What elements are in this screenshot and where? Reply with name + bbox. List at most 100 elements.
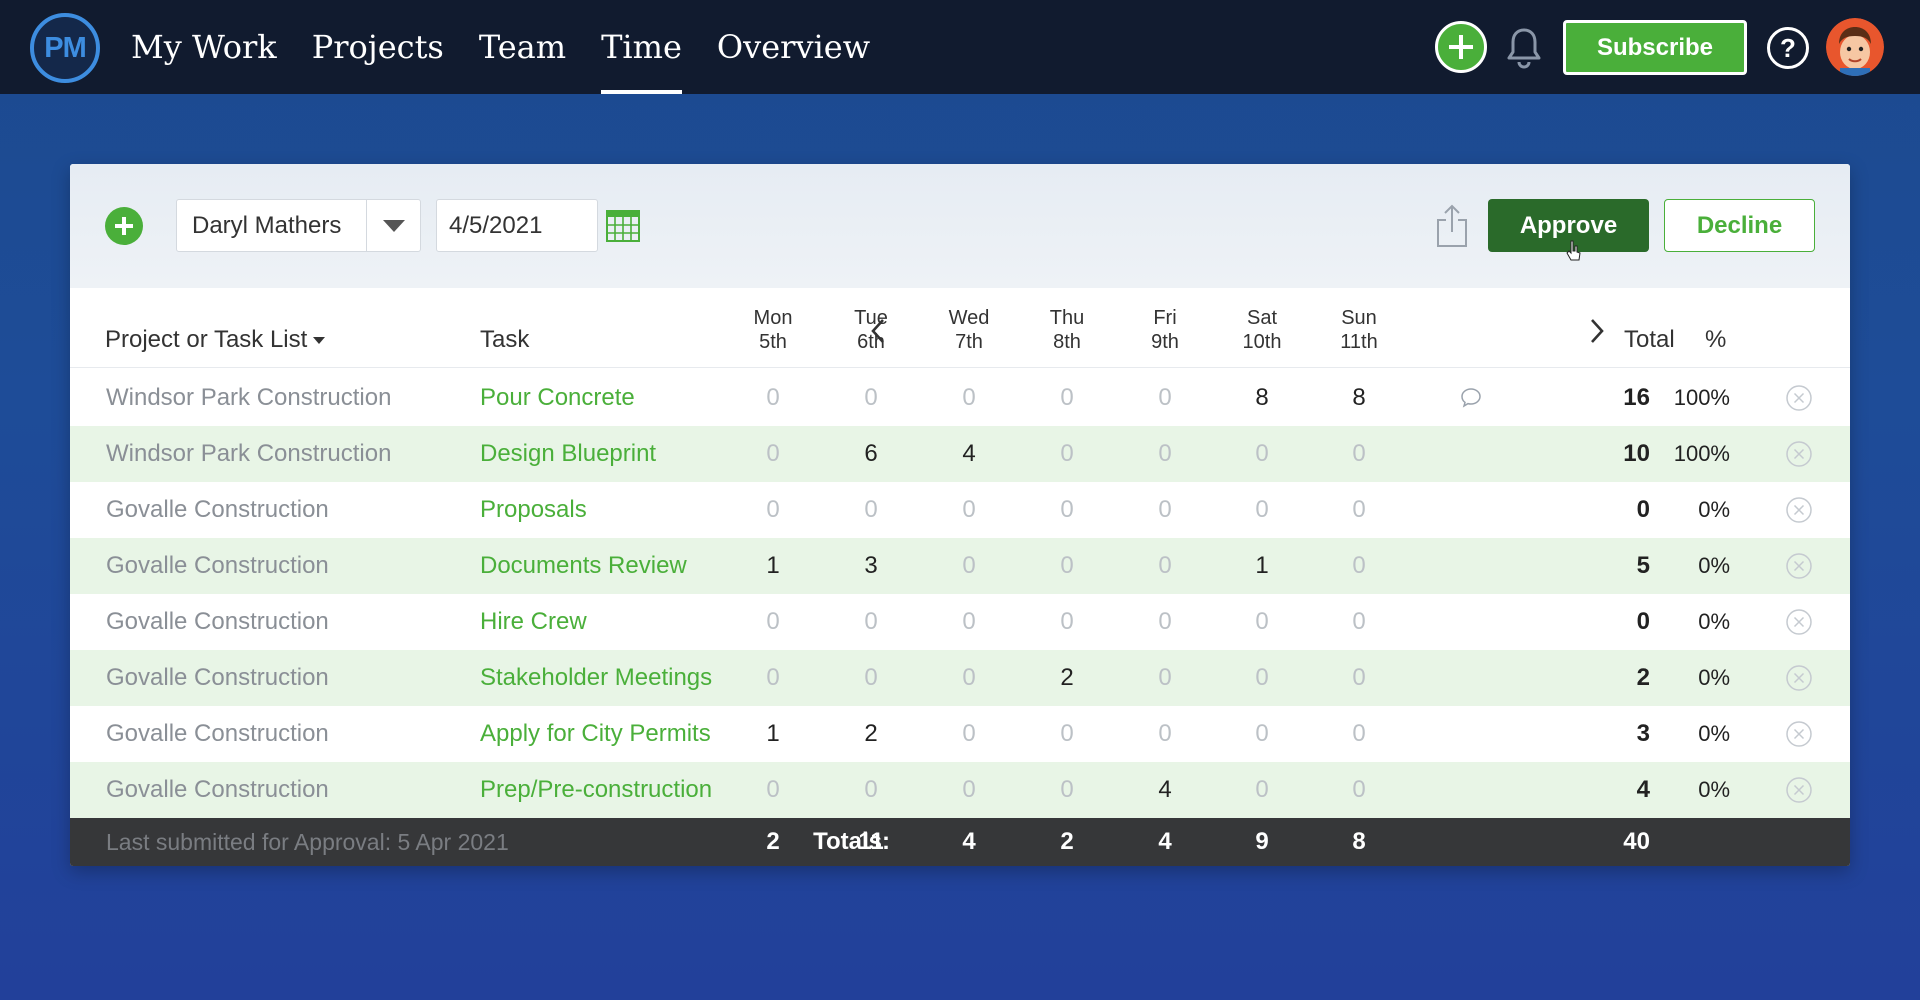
hours-cell[interactable]: 0 (1255, 608, 1269, 635)
hours-cell[interactable]: 2 (864, 720, 878, 747)
hours-cell[interactable]: 0 (1352, 552, 1366, 579)
hours-cell[interactable]: 4 (1158, 776, 1172, 803)
calendar-icon[interactable] (606, 208, 640, 242)
hours-cell[interactable]: 0 (962, 608, 976, 635)
remove-row-button[interactable] (1785, 538, 1813, 594)
project-name: Govalle Construction (106, 552, 329, 579)
remove-row-button[interactable] (1785, 426, 1813, 482)
hours-cell[interactable]: 0 (1158, 608, 1172, 635)
chevron-right-icon[interactable] (1585, 316, 1609, 346)
approve-button[interactable]: Approve (1488, 199, 1649, 252)
project-column-header[interactable]: Project or Task List (105, 326, 326, 354)
hours-cell[interactable]: 0 (1060, 440, 1074, 467)
hours-cell[interactable]: 0 (766, 776, 780, 803)
hours-cell[interactable]: 0 (1352, 720, 1366, 747)
hours-cell[interactable]: 0 (766, 664, 780, 691)
user-select-value: Daryl Mathers (192, 211, 342, 239)
bell-icon[interactable] (1504, 26, 1544, 70)
decline-button[interactable]: Decline (1664, 199, 1815, 252)
nav-item-my-work[interactable]: My Work (131, 28, 277, 66)
hours-cell[interactable]: 0 (1158, 552, 1172, 579)
subscribe-button[interactable]: Subscribe (1563, 20, 1747, 75)
hours-cell[interactable]: 0 (864, 496, 878, 523)
remove-row-button[interactable] (1785, 370, 1813, 426)
hours-cell[interactable]: 8 (1255, 384, 1269, 411)
hours-cell[interactable]: 3 (864, 552, 878, 579)
hours-cell[interactable]: 0 (864, 608, 878, 635)
hours-cell[interactable]: 0 (1158, 384, 1172, 411)
hours-cell[interactable]: 0 (766, 384, 780, 411)
hours-cell[interactable]: 0 (1060, 384, 1074, 411)
hours-cell[interactable]: 0 (1158, 720, 1172, 747)
remove-row-button[interactable] (1785, 650, 1813, 706)
task-link[interactable]: Apply for City Permits (480, 720, 711, 747)
remove-row-button[interactable] (1785, 482, 1813, 538)
hours-cell[interactable]: 0 (1060, 496, 1074, 523)
hours-cell[interactable]: 0 (766, 496, 780, 523)
hours-cell[interactable]: 0 (1060, 776, 1074, 803)
help-button[interactable]: ? (1767, 27, 1809, 69)
comment-icon[interactable] (1459, 386, 1483, 410)
hours-cell[interactable]: 4 (962, 440, 976, 467)
hours-cell[interactable]: 0 (1060, 608, 1074, 635)
date-field[interactable] (436, 199, 598, 252)
hours-cell[interactable]: 0 (962, 664, 976, 691)
task-link[interactable]: Hire Crew (480, 608, 587, 635)
hours-cell[interactable]: 0 (1255, 496, 1269, 523)
add-row-button[interactable] (105, 207, 143, 245)
hours-cell[interactable]: 0 (1255, 664, 1269, 691)
hours-cell[interactable]: 0 (1158, 664, 1172, 691)
hours-cell[interactable]: 0 (962, 552, 976, 579)
remove-row-button[interactable] (1785, 762, 1813, 818)
row-total: 2 (1636, 664, 1650, 691)
hours-cell[interactable]: 0 (1060, 552, 1074, 579)
hours-cell[interactable]: 0 (1255, 720, 1269, 747)
nav-item-overview[interactable]: Overview (716, 28, 871, 66)
add-new-button[interactable] (1435, 21, 1487, 73)
hours-cell[interactable]: 0 (766, 608, 780, 635)
hours-cell[interactable]: 0 (962, 720, 976, 747)
hours-cell[interactable]: 1 (766, 720, 780, 747)
nav-item-team[interactable]: Team (478, 28, 567, 66)
export-icon[interactable] (1434, 202, 1470, 248)
user-select[interactable]: Daryl Mathers (176, 199, 421, 252)
hours-cell[interactable]: 0 (962, 776, 976, 803)
task-link[interactable]: Prep/Pre-construction (480, 776, 713, 803)
task-link[interactable]: Documents Review (480, 552, 687, 579)
hours-cell[interactable]: 0 (766, 440, 780, 467)
hours-cell[interactable]: 0 (1158, 496, 1172, 523)
remove-row-button[interactable] (1785, 594, 1813, 650)
task-link[interactable]: Pour Concrete (480, 384, 635, 411)
hours-cell[interactable]: 1 (766, 552, 780, 579)
hours-cell[interactable]: 1 (1255, 552, 1269, 579)
nav-item-time[interactable]: Time (601, 0, 682, 94)
task-link[interactable]: Proposals (480, 496, 587, 523)
chevron-left-icon[interactable] (866, 316, 890, 346)
hours-cell[interactable]: 0 (1352, 664, 1366, 691)
hours-cell[interactable]: 0 (864, 664, 878, 691)
hours-cell[interactable]: 0 (864, 384, 878, 411)
project-name: Windsor Park Construction (106, 440, 392, 467)
app-logo[interactable]: PM (30, 13, 100, 83)
hours-cell[interactable]: 8 (1352, 384, 1366, 411)
hours-cell[interactable]: 0 (1352, 496, 1366, 523)
hours-cell[interactable]: 0 (1060, 720, 1074, 747)
hours-cell[interactable]: 0 (1255, 776, 1269, 803)
dropdown-toggle[interactable] (366, 200, 420, 251)
hours-cell[interactable]: 2 (1060, 664, 1074, 691)
day-total: 4 (1158, 828, 1172, 855)
hours-cell[interactable]: 0 (1158, 440, 1172, 467)
hours-cell[interactable]: 0 (962, 384, 976, 411)
user-avatar[interactable] (1826, 18, 1884, 76)
remove-row-button[interactable] (1785, 706, 1813, 762)
task-link[interactable]: Design Blueprint (480, 440, 657, 467)
task-link[interactable]: Stakeholder Meetings (480, 664, 713, 691)
hours-cell[interactable]: 0 (962, 496, 976, 523)
hours-cell[interactable]: 0 (1352, 776, 1366, 803)
hours-cell[interactable]: 0 (1255, 440, 1269, 467)
hours-cell[interactable]: 0 (1352, 608, 1366, 635)
hours-cell[interactable]: 6 (864, 440, 878, 467)
nav-item-projects[interactable]: Projects (311, 28, 444, 66)
hours-cell[interactable]: 0 (1352, 440, 1366, 467)
hours-cell[interactable]: 0 (864, 776, 878, 803)
